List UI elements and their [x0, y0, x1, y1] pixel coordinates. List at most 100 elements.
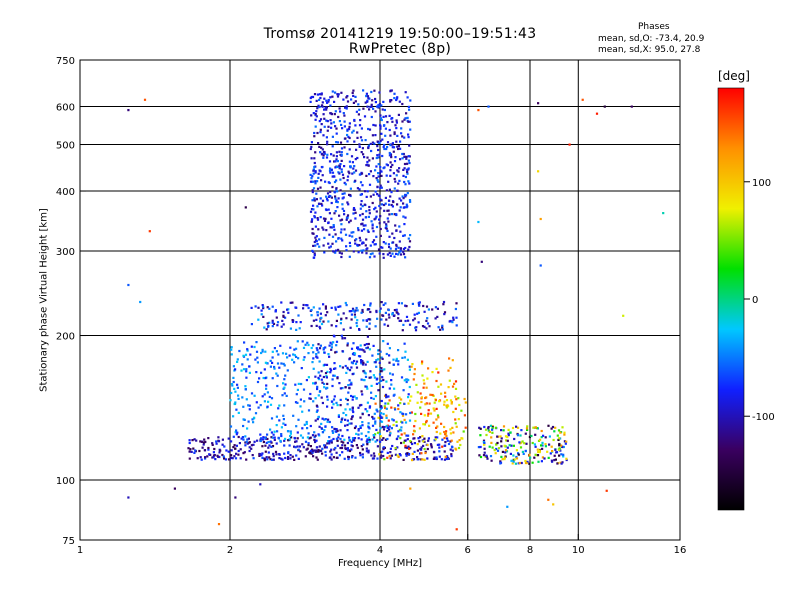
data-point — [384, 311, 387, 314]
data-point — [537, 170, 540, 173]
data-point — [389, 165, 393, 169]
data-point — [539, 217, 542, 221]
data-point — [324, 307, 327, 310]
data-point — [361, 184, 364, 187]
data-point — [434, 306, 437, 309]
data-point — [382, 241, 385, 244]
data-point — [358, 124, 362, 127]
data-point — [252, 417, 256, 420]
data-point — [340, 168, 343, 171]
data-point — [325, 99, 328, 102]
data-point — [422, 304, 425, 308]
data-point — [315, 115, 318, 118]
data-point — [276, 362, 280, 365]
data-point — [282, 323, 285, 326]
data-point — [341, 197, 344, 200]
data-point — [378, 218, 381, 221]
data-point — [365, 95, 368, 98]
data-point — [346, 129, 349, 132]
data-point — [397, 455, 400, 458]
data-point — [402, 323, 405, 326]
data-point — [443, 458, 446, 461]
data-point — [407, 402, 410, 405]
data-point — [379, 215, 382, 218]
data-point — [266, 306, 269, 309]
data-point — [365, 447, 368, 450]
data-point — [381, 357, 384, 360]
data-point — [450, 455, 453, 458]
data-point — [266, 391, 269, 394]
data-point — [662, 212, 665, 215]
data-point — [273, 430, 276, 433]
data-point — [416, 456, 419, 459]
data-point — [483, 443, 486, 446]
data-point — [443, 311, 447, 314]
data-point — [387, 402, 390, 405]
data-point — [334, 308, 337, 311]
data-point — [426, 317, 429, 320]
data-point — [395, 245, 398, 248]
data-point — [248, 408, 251, 411]
data-point — [196, 457, 199, 460]
data-point — [455, 448, 458, 451]
data-point — [324, 450, 327, 454]
data-point — [406, 452, 409, 455]
data-point — [246, 442, 249, 445]
data-point — [423, 310, 426, 313]
data-point — [528, 462, 531, 465]
data-point — [366, 156, 369, 159]
data-point — [348, 310, 351, 313]
data-point — [242, 438, 245, 441]
data-point — [311, 189, 314, 192]
data-point — [358, 145, 361, 148]
data-point — [282, 414, 285, 417]
data-point — [334, 91, 337, 94]
data-point — [354, 158, 357, 161]
data-point — [236, 383, 239, 386]
data-point — [359, 136, 363, 139]
data-point — [320, 202, 323, 205]
data-point — [332, 341, 335, 344]
data-point — [315, 192, 318, 195]
data-point — [387, 426, 390, 430]
data-point — [325, 195, 328, 198]
data-point — [358, 236, 361, 239]
data-point — [366, 401, 369, 404]
data-point — [282, 362, 285, 365]
data-point — [246, 427, 249, 430]
data-point — [364, 244, 367, 247]
data-point — [382, 303, 385, 306]
data-point — [245, 440, 248, 444]
data-point — [246, 358, 249, 361]
data-point — [291, 455, 294, 458]
data-point — [280, 457, 283, 460]
data-point — [346, 366, 349, 369]
data-point — [371, 415, 374, 419]
data-point — [289, 435, 292, 438]
data-point — [442, 303, 445, 306]
data-point — [380, 367, 383, 370]
data-point — [326, 398, 329, 401]
data-point — [200, 440, 203, 443]
data-point — [320, 104, 324, 107]
data-point — [390, 156, 393, 159]
data-point — [455, 316, 458, 319]
data-point — [408, 365, 411, 368]
data-point — [343, 181, 346, 184]
data-point — [280, 434, 283, 438]
data-point — [284, 456, 287, 460]
data-point — [324, 305, 327, 308]
data-point — [322, 217, 326, 220]
data-point — [379, 184, 382, 187]
data-point — [339, 387, 342, 390]
data-point — [418, 440, 421, 443]
data-point — [440, 422, 443, 425]
data-point — [292, 353, 295, 356]
data-point — [526, 428, 529, 431]
data-point — [417, 321, 420, 324]
data-point — [373, 89, 376, 92]
data-point — [384, 196, 387, 199]
data-point — [348, 386, 351, 389]
data-point — [377, 172, 380, 175]
data-point — [329, 367, 332, 370]
